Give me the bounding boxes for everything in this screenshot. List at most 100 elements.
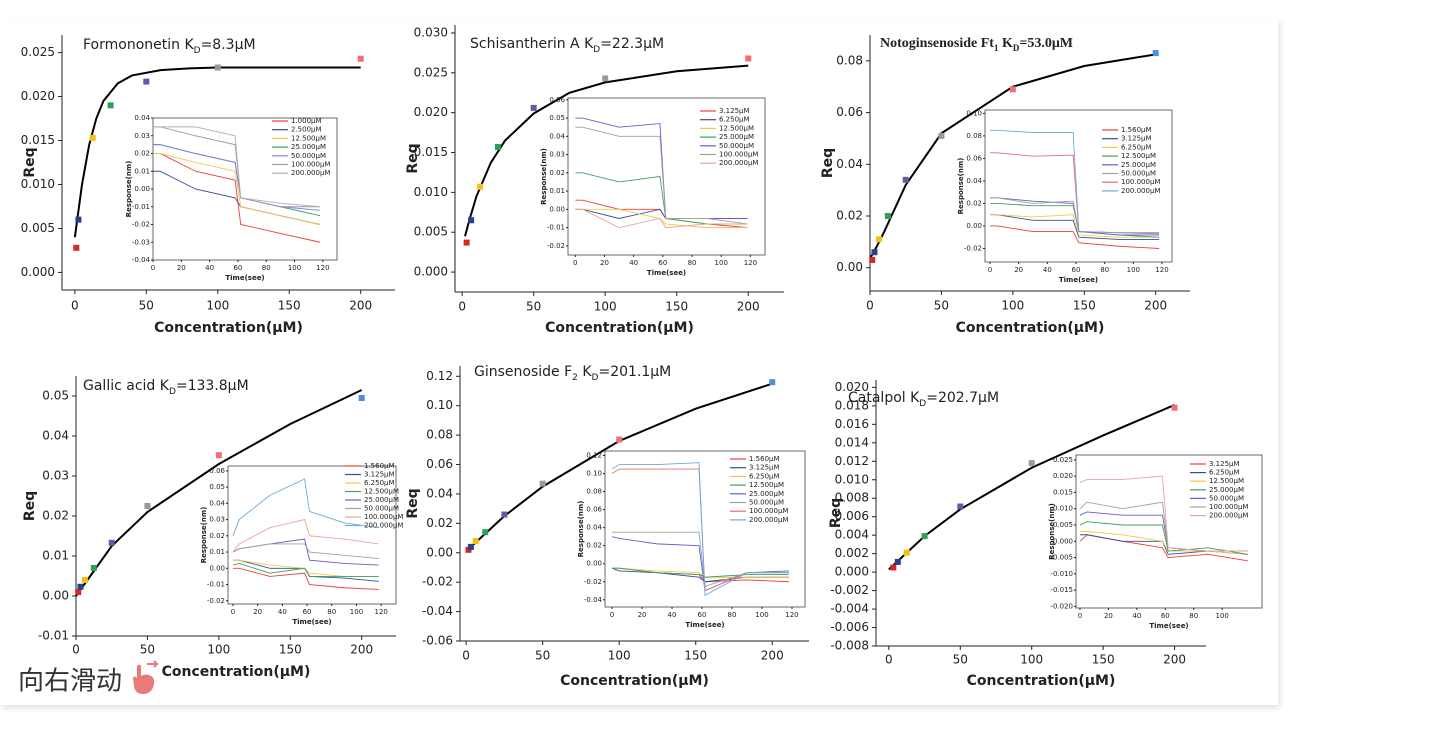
y-tick-label: -0.002 xyxy=(830,583,869,597)
inset-y-tick-label: 0.000 xyxy=(1053,537,1073,545)
y-tick-label: 0.012 xyxy=(835,454,869,468)
inset-y-tick-label: 0.025 xyxy=(1053,456,1073,464)
data-point xyxy=(107,102,114,109)
inset-y-tick-label: 0.04 xyxy=(549,132,565,140)
legend-label: 200.000μM xyxy=(719,159,758,167)
y-tick-label: 0.015 xyxy=(414,145,448,159)
data-point xyxy=(884,213,891,220)
data-point xyxy=(745,55,752,62)
fit-curve xyxy=(869,53,1156,260)
legend-label: 3.125μM xyxy=(364,471,395,479)
data-point xyxy=(494,143,501,150)
y-tick-label: 0.10 xyxy=(426,398,453,412)
y-tick-label: 0.02 xyxy=(426,516,453,530)
legend-label: 200.000μM xyxy=(364,522,403,530)
inset-y-tick-label: 0.03 xyxy=(549,151,565,159)
legend-label: 50.000μM xyxy=(1121,170,1156,178)
hand-icon xyxy=(133,660,159,694)
y-tick-label: 0.010 xyxy=(835,472,869,486)
y-tick-label: 0.02 xyxy=(42,509,69,523)
chart-title: Gallic acid KD=133.8μM xyxy=(83,378,249,397)
inset-x-tick-label: 60 xyxy=(1072,266,1081,274)
sensorgram-line xyxy=(611,462,789,597)
x-tick-label: 150 xyxy=(278,299,301,313)
y-tick-label: 0.00 xyxy=(836,260,863,274)
y-tick-label: 0.04 xyxy=(426,486,453,500)
legend-label: 100.000μM xyxy=(364,513,403,521)
legend-label: 100.000μM xyxy=(749,507,788,515)
inset-x-label: Time(see) xyxy=(685,621,724,629)
y-tick-label: 0.08 xyxy=(426,428,453,442)
inset-x-tick-label: 120 xyxy=(1155,266,1168,274)
title-part: =201.1μM xyxy=(598,364,671,380)
title-subscript: D xyxy=(169,387,176,397)
inset-y-tick-label: 0.04 xyxy=(134,114,150,122)
inset-y-tick-label: 0.06 xyxy=(966,154,982,162)
x-tick-label: 200 xyxy=(761,649,784,663)
x-axis-label: Concentration(μM) xyxy=(545,320,694,336)
x-tick-label: 0 xyxy=(71,299,79,313)
inset-x-tick-label: 120 xyxy=(744,259,757,267)
y-tick-label: 0.018 xyxy=(835,398,869,412)
sensorgram-line xyxy=(990,214,1160,238)
inset-x-tick-label: 0 xyxy=(231,608,235,616)
y-axis-label: Req xyxy=(828,498,844,528)
legend-label: 6.250μM xyxy=(364,479,395,487)
data-point xyxy=(108,539,115,546)
sensorgram-line xyxy=(232,543,379,559)
y-tick-label: -0.04 xyxy=(422,604,453,618)
legend-label: 25.000μM xyxy=(291,143,326,151)
legend-label: 1.560μM xyxy=(749,455,780,463)
legend-label: 25.000μM xyxy=(719,133,754,141)
inset-y-tick-label: 0.00 xyxy=(209,564,225,572)
x-tick-label: 200 xyxy=(349,299,372,313)
inset-x-tick-label: 100 xyxy=(350,608,363,616)
legend-label: 50.000μM xyxy=(364,505,399,513)
inset-x-tick-label: 80 xyxy=(688,259,697,267)
data-point xyxy=(81,577,88,583)
data-point xyxy=(957,503,964,510)
y-tick-label: 0.05 xyxy=(42,389,69,403)
sensorgram-line xyxy=(153,126,321,208)
title-part: Formononetin K xyxy=(83,37,194,53)
chart-title: Notoginsenoside Ft1 KD=53.0μM xyxy=(880,36,1073,53)
x-tick-label: 150 xyxy=(1092,653,1115,667)
inset-y-tick-label: 0.02 xyxy=(549,169,565,177)
inset-x-tick-label: 80 xyxy=(262,264,271,272)
inset-x-tick-label: 100 xyxy=(1215,612,1228,620)
legend-label: 12.500μM xyxy=(364,488,399,496)
inset-y-label: Response(nm) xyxy=(1048,503,1056,560)
inset-y-tick-label: 0.00 xyxy=(549,205,565,213)
fit-curve xyxy=(465,382,773,553)
y-tick-label: -0.02 xyxy=(422,575,453,589)
inset-y-tick-label: 0.08 xyxy=(966,132,982,140)
swipe-hint: 向右滑动 xyxy=(18,667,122,697)
inset-y-tick-label: 0.02 xyxy=(586,542,602,550)
x-tick-label: 50 xyxy=(535,649,550,663)
inset-x-tick-label: 20 xyxy=(600,259,609,267)
inset-x-tick-label: 40 xyxy=(1132,612,1141,620)
sensorgram-line xyxy=(1079,475,1248,552)
inset-x-label: Time(see) xyxy=(225,274,264,282)
x-tick-label: 100 xyxy=(1001,299,1024,313)
y-tick-label: 0.000 xyxy=(414,265,448,279)
data-point xyxy=(73,244,80,251)
data-point xyxy=(477,183,484,190)
y-tick-label: 0.020 xyxy=(835,380,869,394)
data-point xyxy=(539,480,546,487)
legend-label: 2.500μM xyxy=(291,126,322,134)
inset-y-tick-label: 0.02 xyxy=(209,532,225,540)
chart-title: Ginsenoside F2 KD=201.1μM xyxy=(474,364,671,383)
x-tick-label: 100 xyxy=(1020,653,1043,667)
fit-curve xyxy=(73,66,361,238)
inset-frame xyxy=(567,97,766,256)
data-point xyxy=(869,256,876,263)
title-part: =8.3μM xyxy=(201,37,256,53)
x-tick-label: 200 xyxy=(1144,299,1167,313)
inset-y-tick-label: 0.02 xyxy=(134,150,150,158)
inset-y-label: Response(nm) xyxy=(577,501,585,558)
inset-y-tick-label: 0.04 xyxy=(586,524,602,532)
inset-x-label: Time(see) xyxy=(1059,276,1098,284)
y-tick-label: 0.06 xyxy=(836,105,863,119)
inset-x-tick-label: 80 xyxy=(1189,612,1198,620)
